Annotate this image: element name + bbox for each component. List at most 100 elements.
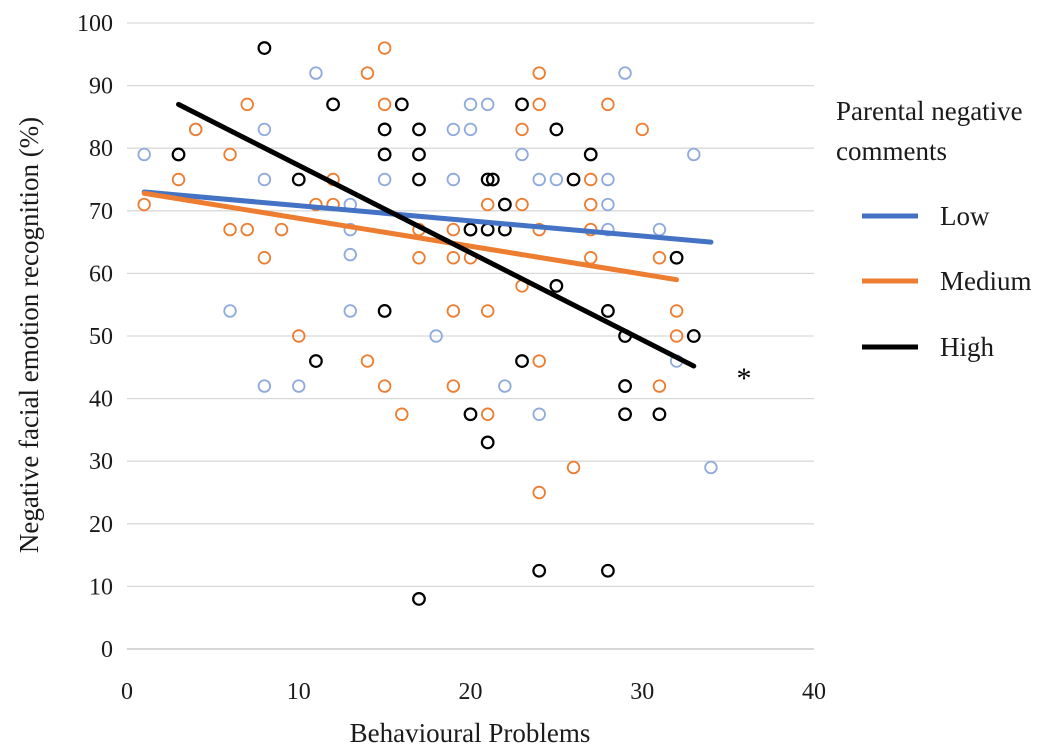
data-point-low xyxy=(687,147,701,162)
data-point-high xyxy=(412,592,426,606)
data-point-medium xyxy=(257,251,272,265)
data-point-high xyxy=(171,147,186,162)
data-point-low xyxy=(137,147,151,162)
data-point-medium xyxy=(292,329,306,343)
data-point-high xyxy=(412,122,426,137)
data-point-high xyxy=(480,222,495,237)
data-point-high xyxy=(377,147,392,162)
data-point-high xyxy=(669,250,684,265)
data-point-high xyxy=(377,304,392,318)
data-point-low xyxy=(601,197,615,212)
x-tick-label-40: 40 xyxy=(802,679,826,705)
data-point-low xyxy=(377,172,392,187)
data-point-high xyxy=(566,172,581,187)
data-point-low xyxy=(446,172,461,187)
y-tick-label-40: 40 xyxy=(89,387,113,413)
data-point-medium xyxy=(601,97,615,112)
data-point-low xyxy=(257,172,272,187)
trend-line-medium xyxy=(141,190,680,283)
trend-line-high xyxy=(176,101,697,369)
data-point-low xyxy=(515,147,529,162)
data-point-high xyxy=(309,354,323,368)
data-point-medium xyxy=(652,251,667,265)
y-tick-label-30: 30 xyxy=(89,449,113,475)
data-point-high xyxy=(291,172,306,187)
data-point-medium xyxy=(446,222,461,237)
data-point-medium xyxy=(240,97,254,112)
data-point-high xyxy=(618,407,632,422)
y-tick-labels: 0 10 20 30 40 50 60 70 80 90 100 xyxy=(77,11,113,663)
legend-title-line-2: comments xyxy=(836,136,947,166)
data-point-high xyxy=(532,563,547,578)
data-point-high xyxy=(549,279,564,293)
data-point-high xyxy=(515,97,529,112)
data-point-high xyxy=(463,407,478,422)
data-point-medium xyxy=(377,97,392,112)
data-point-low xyxy=(532,172,546,187)
y-tick-label-20: 20 xyxy=(89,512,113,538)
data-point-low xyxy=(549,172,564,187)
data-point-low xyxy=(532,407,546,421)
data-point-medium xyxy=(566,460,581,475)
data-point-medium xyxy=(223,222,237,237)
data-point-low xyxy=(343,247,357,262)
x-tick-label-0: 0 xyxy=(121,679,133,705)
data-point-medium xyxy=(584,197,598,212)
data-point-medium xyxy=(532,485,546,500)
x-tick-label-20: 20 xyxy=(459,679,483,705)
data-point-low xyxy=(463,97,478,112)
data-point-medium xyxy=(240,222,254,237)
data-point-medium xyxy=(171,172,186,187)
data-point-low xyxy=(343,304,357,318)
data-point-medium xyxy=(446,304,461,318)
data-point-medium xyxy=(515,122,529,137)
data-point-medium xyxy=(532,354,546,368)
significance-asterisk: * xyxy=(737,362,752,395)
data-point-high xyxy=(463,222,478,237)
data-point-medium xyxy=(137,197,151,212)
y-tick-label-70: 70 xyxy=(89,199,113,225)
data-point-medium xyxy=(532,97,546,112)
data-point-low xyxy=(704,460,718,475)
data-point-medium xyxy=(635,122,649,137)
data-point-high xyxy=(480,435,495,450)
data-point-low xyxy=(601,172,615,187)
data-point-low xyxy=(257,379,272,393)
data-point-low xyxy=(498,379,512,393)
legend-label-high: High xyxy=(940,332,995,362)
data-point-high xyxy=(326,97,341,112)
legend-label-medium: Medium xyxy=(940,266,1032,296)
data-point-high xyxy=(618,379,632,393)
data-point-medium xyxy=(446,251,461,265)
data-point-low xyxy=(618,66,632,80)
data-point-medium xyxy=(360,354,375,368)
data-point-medium xyxy=(188,122,203,137)
data-point-high xyxy=(583,147,598,162)
data-point-high xyxy=(601,304,615,318)
data-point-medium xyxy=(412,251,426,265)
x-tick-label-30: 30 xyxy=(630,679,654,705)
data-point-medium xyxy=(532,66,546,80)
data-point-medium xyxy=(480,304,495,318)
data-point-high xyxy=(497,197,512,212)
data-point-low xyxy=(463,122,478,137)
y-tick-label-80: 80 xyxy=(89,136,113,162)
gridlines xyxy=(127,22,814,650)
trend-line-low xyxy=(141,189,714,245)
data-point-low xyxy=(652,222,667,237)
x-axis-title: Behavioural Problems xyxy=(350,718,591,748)
data-point-medium xyxy=(377,379,392,393)
trend-lines xyxy=(141,101,714,369)
legend: Parental negative comments Low Medium High xyxy=(836,96,1032,362)
data-point-medium xyxy=(377,41,392,55)
data-point-low xyxy=(309,66,323,80)
data-point-low xyxy=(223,304,237,318)
y-tick-label-60: 60 xyxy=(89,261,113,287)
legend-entries: Low Medium High xyxy=(862,201,1032,362)
data-point-medium xyxy=(584,172,598,187)
y-tick-label-100: 100 xyxy=(77,11,113,37)
data-point-high xyxy=(480,172,495,187)
data-point-medium xyxy=(480,407,495,421)
data-point-high xyxy=(257,41,272,55)
